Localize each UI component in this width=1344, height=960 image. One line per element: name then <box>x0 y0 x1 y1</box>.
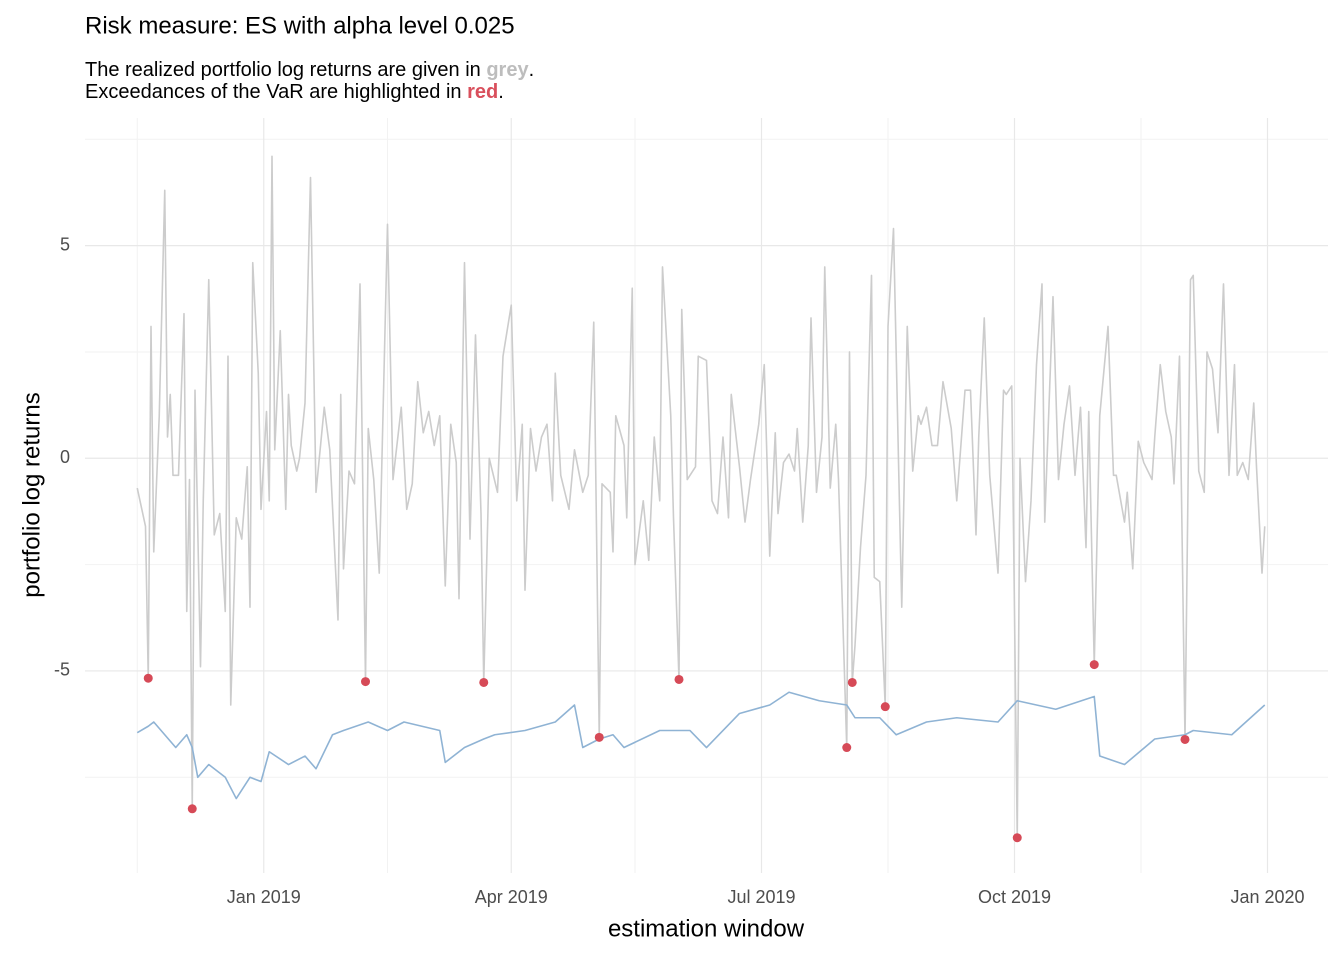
subtitle-part: red <box>467 81 498 103</box>
series-line <box>136 155 1266 839</box>
x-tick-label: Apr 2019 <box>475 887 548 907</box>
y-tick-label: 0 <box>60 447 70 467</box>
chart-subtitle: Exceedances of the VaR are highlighted i… <box>85 81 504 103</box>
exceedance-point <box>143 673 153 683</box>
exceedance-point <box>594 732 604 742</box>
exceedance-point <box>1012 833 1022 843</box>
subtitle-part: grey <box>486 59 529 81</box>
chart-title: Risk measure: ES with alpha level 0.025 <box>85 12 515 39</box>
exceedance-point <box>847 677 857 687</box>
exceedance-point <box>361 677 370 687</box>
subtitle-part: . <box>498 81 504 103</box>
x-tick-label: Oct 2019 <box>978 887 1051 907</box>
exceedance-point <box>842 743 852 753</box>
subtitle-part: The realized portfolio log returns are g… <box>85 59 486 81</box>
y-axis-title: portfolio log returns <box>18 392 45 597</box>
exceedance-point <box>1089 660 1099 670</box>
subtitle-part: Exceedances of the VaR are highlighted i… <box>85 81 467 103</box>
series-line <box>136 691 1266 800</box>
exceedance-point <box>880 702 890 712</box>
x-tick-label: Jan 2020 <box>1230 887 1304 907</box>
x-tick-label: Jul 2019 <box>727 887 795 907</box>
exceedance-point <box>479 677 489 687</box>
exceedance-point <box>674 674 684 684</box>
y-tick-label: -5 <box>54 660 70 680</box>
subtitle-part: . <box>529 59 535 81</box>
chart-subtitle: The realized portfolio log returns are g… <box>85 59 534 81</box>
exceedance-point <box>1180 734 1190 744</box>
y-tick-label: 5 <box>60 234 70 254</box>
exceedance-point <box>187 804 197 814</box>
x-axis-title: estimation window <box>608 915 805 942</box>
x-tick-label: Jan 2019 <box>227 887 301 907</box>
